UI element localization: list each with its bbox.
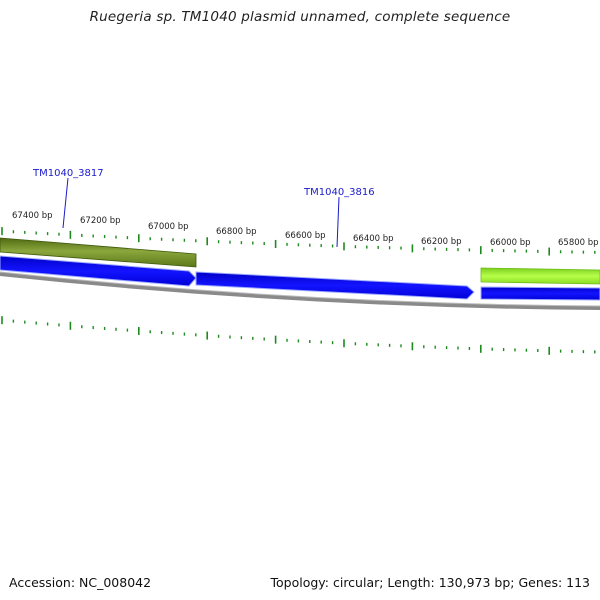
gene-label-tm1040-3817[interactable]: TM1040_3817 — [32, 168, 104, 179]
ruler-label: 67200 bp — [80, 216, 121, 226]
outer-tick-row — [1, 227, 596, 256]
ruler-label: 66600 bp — [285, 231, 326, 241]
accession-label: Accession: NC_008042 — [9, 575, 152, 590]
gene-label-leader-3816 — [336, 196, 340, 248]
ruler-label: 67400 bp — [12, 211, 53, 221]
backbone-line-highlight — [0, 271, 600, 307]
sequence-summary: Topology: circular; Length: 130,973 bp; … — [270, 575, 591, 590]
gene-blue-arrow-left — [0, 255, 197, 287]
map-title: Ruegeria sp. TM1040 plasmid unnamed, com… — [89, 9, 511, 25]
ruler-label: 67000 bp — [148, 222, 189, 232]
ruler-label: 66200 bp — [421, 237, 462, 247]
inner-tick-row — [1, 316, 596, 355]
ruler-label: 65800 bp — [558, 238, 599, 248]
ruler-label: 66400 bp — [353, 234, 394, 244]
gene-blue-arrow-right — [480, 286, 600, 301]
gene-label-tm1040-3816[interactable]: TM1040_3816 — [303, 187, 375, 198]
ruler-label: 66000 bp — [490, 238, 531, 248]
backbone-line — [0, 272, 600, 310]
gene-tm1040-3817-block — [0, 237, 197, 268]
gene-label-leader-3817 — [62, 177, 69, 229]
gene-tm1040-3816-arrow — [195, 271, 475, 300]
gene-lime-block — [480, 267, 600, 285]
ruler-label: 66800 bp — [216, 227, 257, 237]
